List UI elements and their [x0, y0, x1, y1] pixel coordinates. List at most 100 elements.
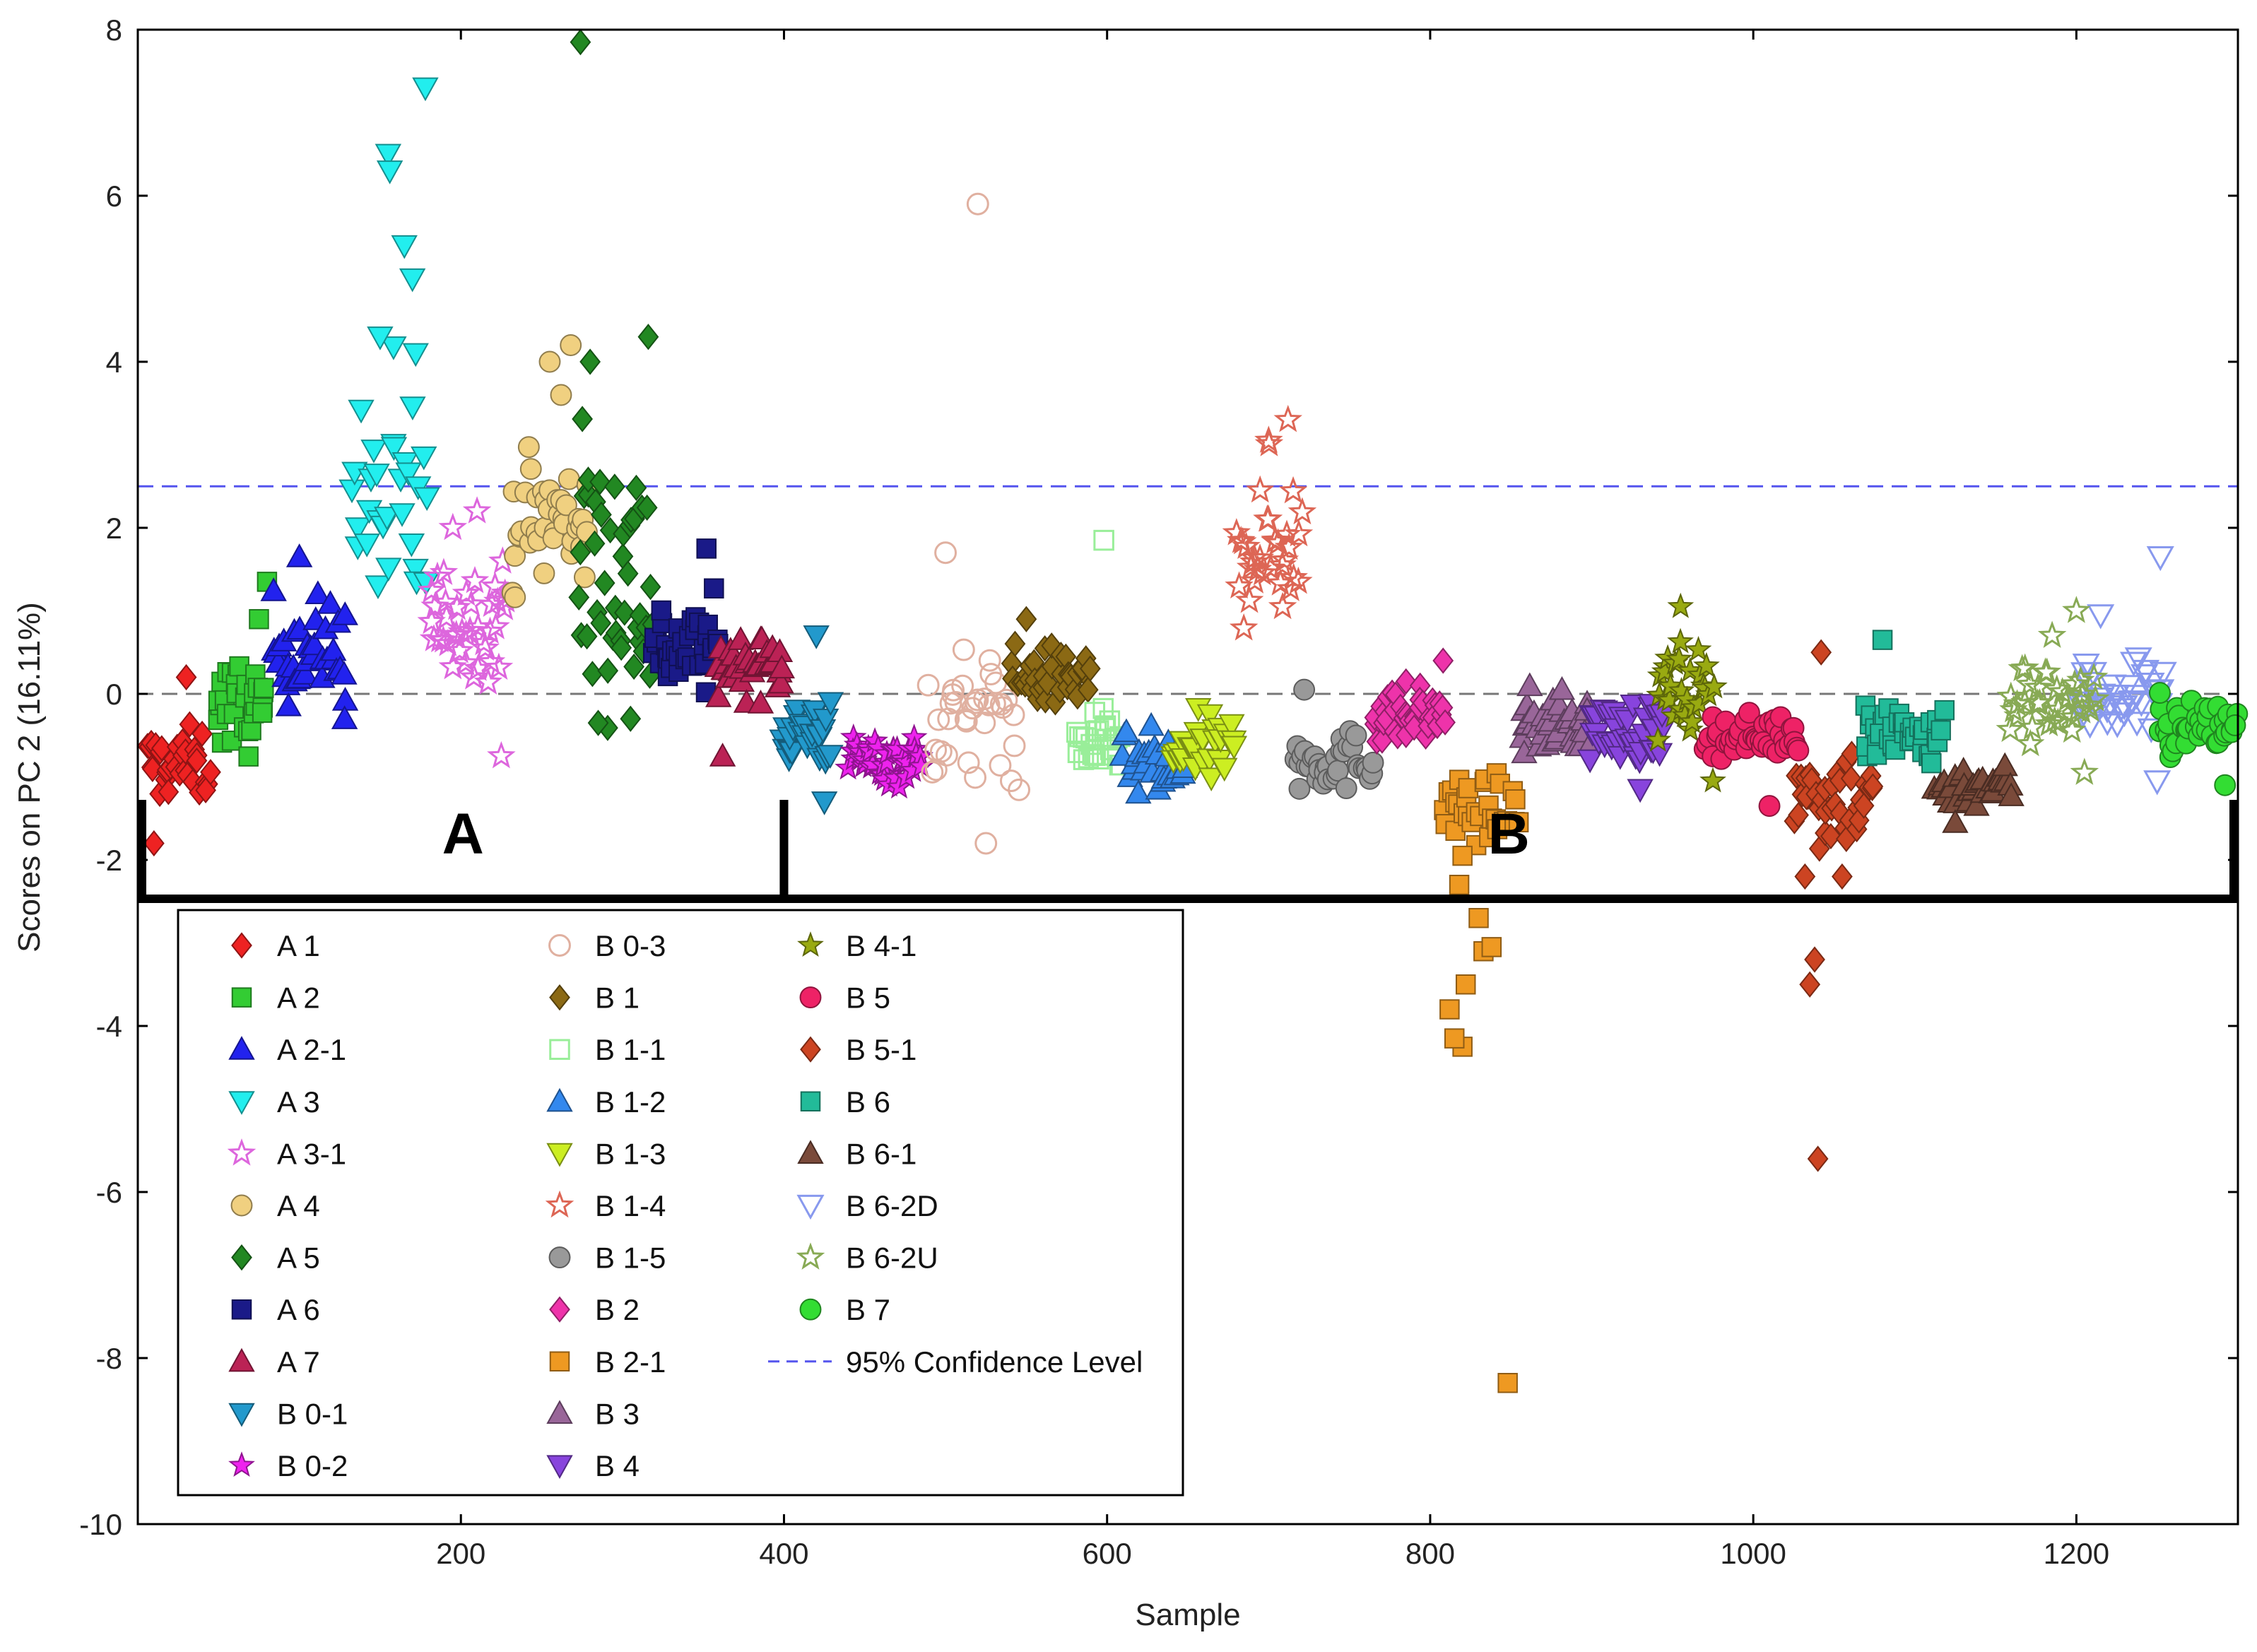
legend-label: B 3 [595, 1397, 640, 1430]
data-point [1700, 673, 1728, 699]
data-point [1245, 543, 1275, 571]
data-point-outlier [1254, 425, 1283, 453]
data-point [1666, 645, 1692, 671]
series-b-6-2d [2066, 546, 2177, 796]
legend-item: B 2-1 [549, 1345, 666, 1379]
y-tick-label: -4 [96, 1010, 122, 1043]
data-point [1288, 777, 1311, 800]
data-point [373, 507, 401, 531]
legend-marker [231, 1299, 252, 1320]
data-point [1620, 695, 1646, 719]
legend-item: B 0-3 [548, 929, 666, 962]
data-point [504, 586, 526, 608]
data-point [1657, 672, 1684, 698]
data-point-outlier [438, 512, 468, 541]
data-point [966, 688, 989, 712]
legend-marker [548, 934, 571, 957]
legend-item: B 0-1 [228, 1397, 348, 1430]
data-point [363, 464, 390, 488]
data-point-outlier [2070, 757, 2099, 785]
data-point [420, 591, 449, 619]
data-point-outlier [175, 663, 197, 691]
data-point-outlier [2143, 770, 2171, 796]
data-point [317, 590, 344, 614]
y-tick-label: 8 [106, 13, 122, 47]
series-b-2-1 [1434, 763, 1529, 1393]
data-point [1788, 801, 1809, 829]
legend-item: B 1-2 [546, 1085, 666, 1119]
legend-marker [799, 1298, 822, 1321]
data-point [2131, 659, 2160, 685]
data-point-outlier [1807, 1145, 1829, 1172]
data-point-outlier [2062, 596, 2091, 623]
data-point [380, 336, 407, 360]
data-point [305, 580, 331, 604]
data-point [2072, 653, 2100, 679]
reference-lines [138, 485, 2238, 695]
data-point-outlier [587, 709, 609, 736]
data-point [158, 779, 179, 806]
series-a-2 [208, 572, 278, 767]
data-point [2010, 653, 2039, 681]
data-point [1196, 704, 1224, 728]
y-tick-label: 0 [106, 678, 122, 711]
data-point [1692, 651, 1720, 678]
data-point [292, 661, 319, 685]
data-point [989, 754, 1012, 777]
series-b-1-5 [1284, 678, 1384, 800]
data-point [2149, 661, 2177, 687]
legend-marker [549, 984, 570, 1011]
series-a-7 [704, 625, 796, 767]
data-point-outlier [462, 496, 492, 524]
x-tick-label: 600 [1083, 1537, 1132, 1570]
legend-marker [228, 1091, 255, 1115]
data-point [399, 396, 426, 420]
legend-label: B 2 [595, 1293, 640, 1326]
data-point-outlier [538, 350, 561, 373]
data-point [473, 667, 503, 695]
data-point [2032, 657, 2062, 685]
data-point [1245, 475, 1275, 503]
legend-label: A 4 [277, 1189, 320, 1222]
data-point [402, 558, 429, 583]
data-point [395, 462, 422, 487]
legend-label: B 2-1 [595, 1345, 666, 1379]
data-point [1218, 714, 1245, 738]
data-point [576, 623, 598, 650]
legend-marker [228, 1036, 255, 1060]
legend-marker [800, 1036, 821, 1063]
data-point [1095, 715, 1116, 736]
x-tick-label: 200 [436, 1537, 485, 1570]
data-point [417, 575, 446, 603]
data-point [636, 494, 658, 521]
legend-marker [797, 931, 824, 957]
data-point [2025, 688, 2054, 716]
data-point-outlier [620, 705, 642, 732]
legend-label: B 5 [846, 981, 890, 1015]
data-point [533, 562, 555, 584]
data-point [517, 436, 540, 459]
data-point [1229, 613, 1259, 641]
legend-item: A 4 [230, 1189, 320, 1222]
series-b-3 [1509, 672, 1605, 764]
legend-label: A 1 [277, 929, 320, 962]
legend-item: A 3 [228, 1085, 320, 1119]
data-point [1287, 497, 1317, 525]
data-point-outlier [1273, 404, 1302, 432]
data-point [1685, 635, 1712, 661]
series-a-3-1 [417, 496, 521, 769]
data-point [1862, 773, 1884, 800]
y-tick-label: -6 [96, 1176, 122, 1209]
data-point-outlier [1481, 937, 1502, 957]
data-point [1820, 822, 1841, 850]
legend-item: B 5-1 [800, 1033, 917, 1066]
data-point [978, 649, 1001, 672]
legend-item: B 2 [549, 1293, 640, 1326]
legend-label: B 6-1 [846, 1137, 917, 1170]
legend-marker [228, 1451, 255, 1477]
data-point [1345, 724, 1367, 747]
data-point [301, 631, 328, 656]
data-point [1002, 703, 1025, 726]
data-point [640, 574, 661, 601]
axes: -10 -8 -6 -4 -2 0 2 4 6 8 200 400 600 800 1000 1200 [79, 13, 2238, 1570]
